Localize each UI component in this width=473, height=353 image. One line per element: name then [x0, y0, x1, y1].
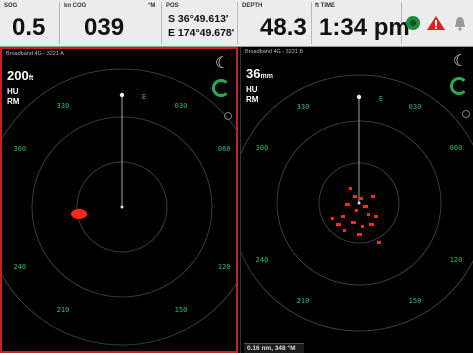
- radar-status-icon[interactable]: [405, 15, 421, 31]
- own-vessel-marker: [120, 205, 124, 209]
- bearing-label: 030: [175, 102, 188, 110]
- sog-value: 0.5: [12, 14, 46, 41]
- heading-marker: [356, 94, 362, 100]
- radar-panel-left[interactable]: 030 060 120 150 210 240 300 330 E Broadband 4G -…: [0, 47, 238, 353]
- radar-panel-right[interactable]: 030 060 120 150 210 240 300 330 E Broadband 4G -…: [240, 47, 473, 353]
- pos-label: POS: [166, 3, 179, 9]
- radar-echo: [349, 187, 352, 190]
- alarm-icon[interactable]: [426, 15, 446, 31]
- range-unit: mm: [260, 73, 273, 80]
- radar-echo: [374, 215, 378, 218]
- radar-panels: 030 060 120 150 210 240 300 330 E Broadband 4G -…: [0, 47, 473, 353]
- latitude-value: S 36°49.613': [168, 13, 229, 25]
- bearing-label: 060: [218, 145, 231, 153]
- bearing-label: 330: [297, 103, 310, 111]
- depth-label: DEPTH: [242, 3, 263, 9]
- radar-echo: [353, 195, 357, 198]
- cardinal-label: E: [142, 93, 146, 101]
- heading-marker: [119, 92, 125, 98]
- bearing-label: 210: [297, 297, 310, 305]
- radar-echo: [351, 221, 356, 224]
- panel-title: Broadband 4G - 3221 A: [6, 51, 64, 57]
- radar-echo: [71, 209, 87, 219]
- radar-echo: [345, 203, 350, 206]
- bearing-label: 300: [256, 144, 269, 152]
- bearing-label: 120: [218, 263, 231, 271]
- depth-cell[interactable]: DEPTH 48.3: [238, 2, 312, 44]
- cardinal-label: E: [379, 95, 383, 103]
- bell-icon[interactable]: [452, 15, 468, 31]
- radar-echo: [361, 225, 364, 228]
- radar-echo: [363, 205, 368, 208]
- range-ring: [241, 74, 473, 332]
- bearing-label: 210: [57, 306, 70, 314]
- time-label: ft TIME: [315, 3, 335, 9]
- radar-echo: [357, 233, 362, 236]
- radar-echo: [371, 195, 375, 198]
- night-mode-icon[interactable]: ☾: [453, 53, 468, 70]
- radar-echo: [359, 197, 363, 200]
- cog-label: kn COG: [64, 3, 87, 9]
- options-icon[interactable]: [224, 112, 232, 120]
- bearing-label: 240: [256, 256, 269, 264]
- options-icon[interactable]: [462, 110, 470, 118]
- bearing-label: 120: [450, 256, 463, 264]
- cog-value: 039: [84, 14, 125, 41]
- range-readout[interactable]: 36mm: [246, 66, 273, 81]
- range-value: 200: [7, 68, 29, 83]
- radar-display-left[interactable]: 030 060 120 150 210 240 300 330 E: [2, 49, 236, 351]
- motion-mode: RM: [7, 97, 20, 106]
- radar-echo: [369, 223, 374, 226]
- bearing-label: 150: [175, 306, 188, 314]
- bearing-label: 300: [13, 145, 26, 153]
- cog-unit: °M: [148, 3, 156, 9]
- radar-echo: [331, 217, 334, 220]
- night-mode-icon[interactable]: ☾: [215, 55, 230, 72]
- bearing-label: 030: [409, 103, 422, 111]
- gain-gauge-icon[interactable]: [450, 77, 468, 95]
- own-vessel-marker: [357, 201, 361, 205]
- radar-echo: [343, 229, 346, 232]
- bearing-label: 060: [450, 144, 463, 152]
- range-unit: ft: [28, 75, 34, 82]
- panel-title: Broadband 4G - 3221 B: [245, 49, 304, 55]
- radar-echo: [336, 223, 341, 226]
- range-readout[interactable]: 200ft: [7, 68, 33, 83]
- scale-readout: 0.16 nm, 348 °M: [244, 343, 304, 353]
- bearing-label: 240: [13, 263, 26, 271]
- bearing-label: 150: [409, 297, 422, 305]
- position-cell[interactable]: POS S 36°49.613' E 174°49.678': [162, 2, 238, 44]
- instrument-bar: SOG 0.5 kn COG °M 039 POS S 36°49.613' E…: [0, 0, 473, 47]
- time-cell[interactable]: ft TIME 1:34 pm: [312, 2, 410, 44]
- radar-echo: [355, 209, 358, 212]
- radar-display-right[interactable]: 030 060 120 150 210 240 300 330 E: [241, 47, 473, 353]
- radar-echo: [341, 215, 345, 218]
- bearing-label: 330: [57, 102, 70, 110]
- depth-value: 48.3: [260, 14, 307, 41]
- cog-cell[interactable]: kn COG °M 039: [60, 2, 162, 44]
- range-value: 36: [246, 66, 261, 81]
- longitude-value: E 174°49.678': [168, 27, 235, 39]
- sog-label: SOG: [4, 3, 18, 9]
- gain-gauge-icon[interactable]: [212, 79, 230, 97]
- orientation-mode: HU: [7, 87, 19, 96]
- range-ring: [2, 68, 236, 346]
- orientation-mode: HU: [246, 85, 258, 94]
- time-value: 1:34 pm: [319, 14, 410, 41]
- sog-cell[interactable]: SOG 0.5: [0, 2, 60, 44]
- radar-echo: [367, 213, 370, 216]
- motion-mode: RM: [246, 95, 259, 104]
- radar-echo: [377, 241, 381, 244]
